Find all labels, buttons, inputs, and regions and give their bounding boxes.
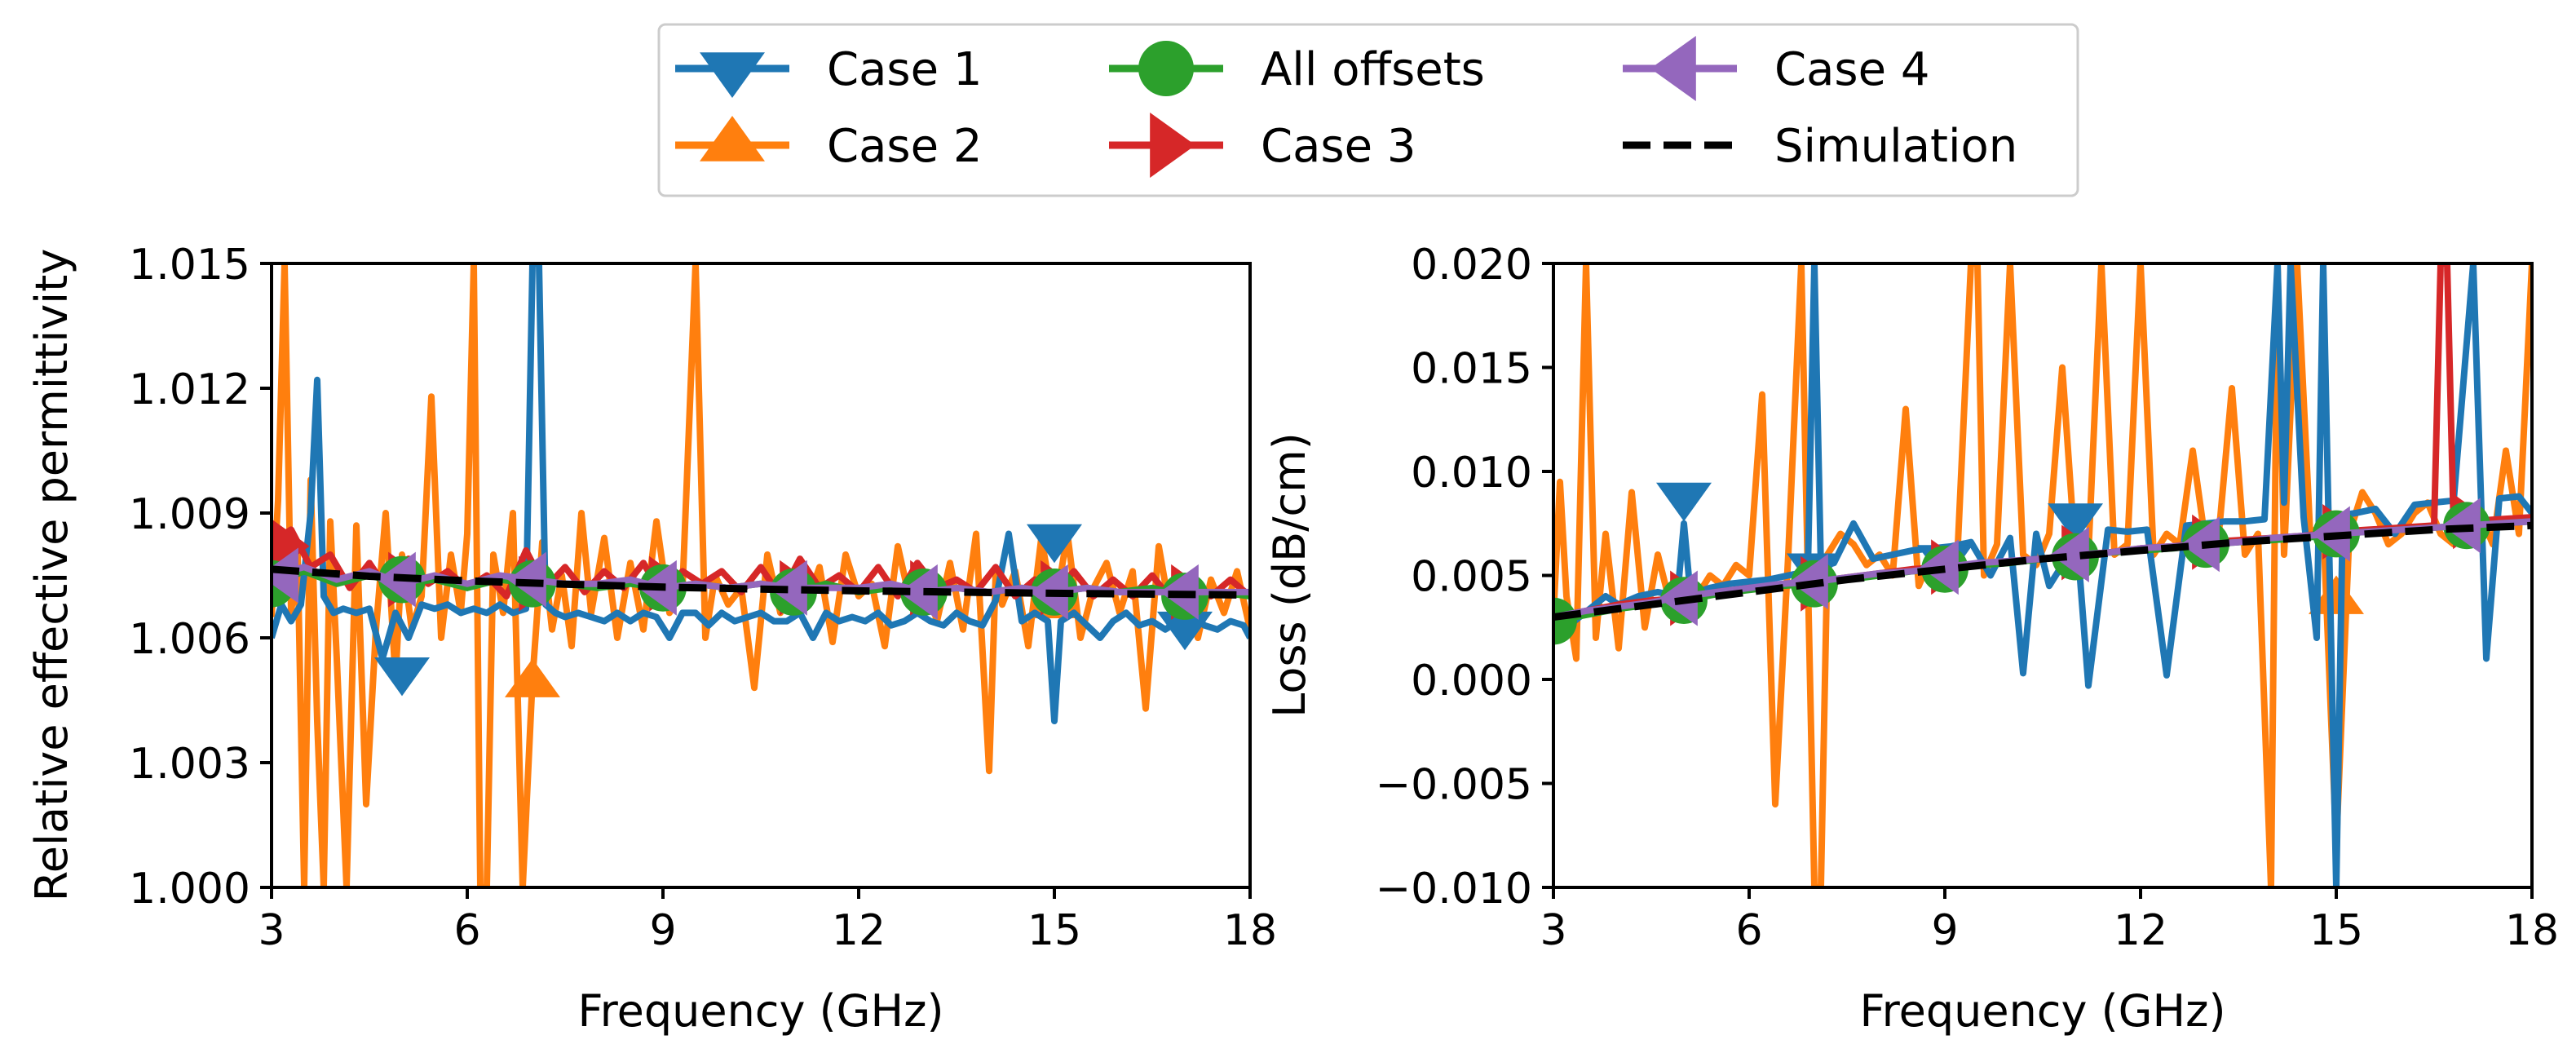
- legend-label-case2: Case 2: [827, 120, 982, 173]
- legend-entry-case3: Case 3: [1109, 113, 1416, 178]
- loss-ticks: 3 6 9 12 15 18 −0.010 −0.005 0.000 0.005 0.010 0.01…: [1376, 241, 2560, 955]
- permittivity-marker-case3: [272, 519, 310, 574]
- loss-x-axis-label: Frequency (GHz): [1859, 985, 2225, 1037]
- legend-label-case1: Case 1: [827, 43, 982, 96]
- permittivity-series-sim: [272, 565, 1250, 599]
- loss-series-sim: [1553, 521, 2532, 621]
- legend-entry-case4: Case 4: [1623, 36, 1929, 101]
- permittivity-marker-case1: [1157, 611, 1213, 651]
- permittivity-y-tick-label: 1.003: [129, 740, 250, 789]
- legend-marker-case4: [1650, 36, 1696, 101]
- loss-x-tick-label: 3: [1540, 906, 1566, 955]
- permittivity-x-tick-label: 3: [258, 906, 285, 955]
- loss-y-tick-label: 0.020: [1411, 241, 1532, 290]
- permittivity-x-tick-label: 9: [649, 906, 676, 955]
- legend-label-case3: Case 3: [1261, 120, 1416, 173]
- loss-y-axis-label: Loss (dB/cm): [1264, 432, 1315, 718]
- permittivity-marker-case2: [505, 658, 560, 697]
- loss-series-case2: [1553, 263, 2532, 887]
- permittivity-axes-frame: [270, 262, 1252, 889]
- legend-label-case4: Case 4: [1774, 43, 1929, 96]
- loss-x-tick-label: 18: [2505, 906, 2559, 955]
- permittivity-x-tick-label: 18: [1223, 906, 1277, 955]
- permittivity-marker-case1: [374, 657, 430, 697]
- legend-entry-case2: Case 2: [675, 116, 982, 173]
- loss-marker-all: [1553, 597, 1577, 645]
- permittivity-y-tick-label: 1.000: [129, 865, 250, 914]
- loss-y-tick-label: 0.010: [1411, 449, 1532, 498]
- permittivity-series-case1: [272, 263, 1250, 724]
- loss-x-tick-label: 15: [2309, 906, 2363, 955]
- loss-series-case1: [1553, 263, 2532, 887]
- permittivity-y-tick-label: 1.006: [129, 615, 250, 664]
- permittivity-marker-case4: [272, 547, 298, 604]
- permittivity-x-axis-label: Frequency (GHz): [577, 985, 943, 1037]
- permittivity-x-tick-label: 15: [1027, 906, 1081, 955]
- permittivity-series-case4: [272, 564, 1250, 595]
- loss-x-tick-label: 9: [1931, 906, 1958, 955]
- loss-x-tick-label: 6: [1735, 906, 1762, 955]
- legend-items: Case 1 Case 2 All offsets Case 3 Case 4 Simul…: [675, 36, 2017, 178]
- permittivity-y-tick-label: 1.009: [129, 490, 250, 539]
- legend-entry-all: All offsets: [1109, 41, 1485, 96]
- legend: Case 1 Case 2 All offsets Case 3 Case 4 Simul…: [657, 23, 2079, 197]
- loss-y-tick-label: 0.000: [1411, 657, 1532, 706]
- loss-axes-frame: [1552, 262, 2534, 889]
- loss-marker-case1: [1656, 482, 1712, 522]
- loss-x-tick-label: 12: [2114, 906, 2167, 955]
- permittivity-ticks: 3 6 9 12 15 18 1.000 1.003 1.006 1.009 1.012 1.015: [129, 241, 1277, 955]
- loss-plot-area: [1553, 263, 2532, 887]
- legend-label-all: All offsets: [1261, 43, 1485, 96]
- legend-marker-case3: [1150, 113, 1195, 178]
- loss-y-tick-label: −0.010: [1376, 865, 1532, 914]
- permittivity-x-tick-label: 12: [832, 906, 886, 955]
- permittivity-marker-case1: [1027, 524, 1082, 564]
- loss-marker-case4: [2050, 527, 2089, 582]
- permittivity-chart: 3 6 9 12 15 181.0001.0031.0061.0091.0121.015 …: [26, 241, 1277, 1037]
- legend-entry-sim: Simulation: [1623, 120, 2017, 173]
- loss-marker-case2: [2309, 575, 2364, 614]
- loss-y-tick-label: 0.015: [1411, 345, 1532, 394]
- loss-y-tick-label: 0.005: [1411, 553, 1532, 602]
- loss-marker-case1: [2048, 503, 2103, 542]
- loss-marker-case4: [2181, 516, 2220, 573]
- legend-label-sim: Simulation: [1774, 120, 2017, 173]
- loss-chart: 3 6 9 12 15 18 −0.010 −0.005 0.000 0.005 0.010 0.01…: [1264, 241, 2559, 1037]
- permittivity-plot-area: [272, 263, 1250, 887]
- legend-marker-case1: [700, 52, 765, 98]
- legend-entry-case1: Case 1: [675, 43, 982, 98]
- permittivity-x-tick-label: 6: [453, 906, 480, 955]
- loss-y-tick-label: −0.005: [1376, 761, 1532, 810]
- legend-marker-case2: [700, 116, 765, 161]
- permittivity-y-tick-label: 1.012: [129, 365, 250, 414]
- permittivity-y-tick-label: 1.015: [129, 241, 250, 290]
- permittivity-marker-case4: [899, 564, 938, 620]
- permittivity-y-axis-label: Relative effective permittivity: [26, 249, 77, 902]
- legend-marker-all: [1138, 41, 1194, 96]
